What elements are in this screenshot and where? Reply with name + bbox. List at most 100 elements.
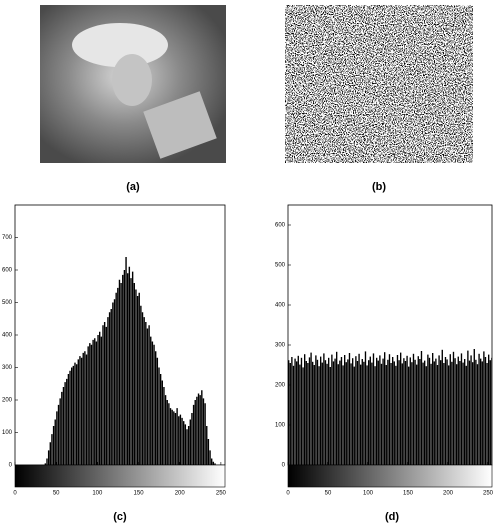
bar <box>318 366 320 465</box>
bar <box>390 363 392 465</box>
bar <box>336 351 338 465</box>
y-tick-label: 300 <box>2 365 13 371</box>
bar <box>392 357 394 465</box>
bar <box>395 365 397 465</box>
bar <box>57 404 60 465</box>
x-tick-label: 0 <box>286 491 290 497</box>
x-tick-label: 100 <box>92 491 103 497</box>
bar <box>356 361 359 465</box>
x-tick-label: 150 <box>134 491 145 497</box>
bar <box>146 328 149 465</box>
caption: (c) <box>113 511 127 523</box>
bar <box>467 350 469 465</box>
bar <box>460 353 463 465</box>
bar <box>128 266 131 465</box>
bar <box>425 366 427 465</box>
x-tick-label: 200 <box>443 491 454 497</box>
bar <box>183 421 185 465</box>
bar <box>372 353 375 465</box>
bar <box>406 355 408 465</box>
bar <box>69 370 71 465</box>
bar <box>120 283 122 465</box>
bar <box>393 361 395 465</box>
bar <box>296 361 298 465</box>
bar <box>288 360 290 465</box>
bar <box>131 271 134 465</box>
bar <box>360 364 362 465</box>
bar <box>54 419 56 465</box>
bar <box>432 353 434 465</box>
bar <box>435 358 437 465</box>
bar <box>127 273 129 465</box>
bar <box>103 322 106 465</box>
bar <box>480 358 482 465</box>
bar <box>71 367 73 465</box>
bar <box>291 357 293 465</box>
bar <box>486 363 488 465</box>
bar <box>148 325 150 465</box>
bar <box>462 362 464 465</box>
y-tick-label: 600 <box>2 268 13 274</box>
bar <box>206 426 208 465</box>
bar <box>153 344 155 465</box>
bar <box>133 283 135 465</box>
bar <box>130 278 132 465</box>
bar <box>371 362 373 465</box>
bar <box>379 355 381 465</box>
bar <box>62 387 65 465</box>
bar <box>174 413 177 465</box>
bar <box>123 270 126 465</box>
y-tick-label: 500 <box>275 263 286 269</box>
y-tick-label: 300 <box>275 343 286 349</box>
bar <box>409 357 411 465</box>
bar <box>299 364 301 465</box>
bar <box>166 400 168 465</box>
bar <box>488 354 490 465</box>
bar <box>339 360 341 465</box>
bar <box>201 390 203 465</box>
y-tick-label: 200 <box>2 398 13 404</box>
x-tick-label: 150 <box>403 491 414 497</box>
caption: (a) <box>126 181 140 193</box>
bar <box>310 352 312 465</box>
bar <box>484 357 487 465</box>
bar <box>459 361 461 465</box>
y-tick-label: 100 <box>2 430 13 436</box>
bar <box>158 367 160 465</box>
bar <box>326 363 328 465</box>
bar <box>440 360 442 465</box>
bar <box>85 354 88 465</box>
bar <box>384 352 386 465</box>
bar <box>211 458 213 465</box>
bar <box>302 367 304 465</box>
bar <box>387 359 389 465</box>
bar <box>112 302 114 465</box>
bar <box>184 424 187 465</box>
bar <box>47 450 50 465</box>
bar <box>118 279 121 465</box>
bar <box>353 366 355 465</box>
bar <box>169 408 172 465</box>
bar <box>438 355 440 465</box>
bar <box>191 413 193 465</box>
bar <box>470 355 472 465</box>
bar <box>433 361 435 465</box>
bar <box>82 352 84 465</box>
bar <box>173 411 175 465</box>
bar <box>150 336 152 465</box>
bar <box>176 408 178 465</box>
bar <box>472 362 474 465</box>
bar <box>156 357 159 465</box>
bar <box>138 292 140 465</box>
bar <box>163 387 165 465</box>
bar <box>145 322 147 465</box>
bar <box>430 363 432 465</box>
bar <box>110 309 112 465</box>
caption: (d) <box>385 511 399 523</box>
bar <box>489 360 491 465</box>
x-tick-label: 50 <box>53 491 60 497</box>
bar <box>46 458 48 465</box>
histogram: 0 100 200 300 400 500 600 700 0 50 100 150 200 250 <box>2 204 227 497</box>
bar <box>345 362 347 465</box>
